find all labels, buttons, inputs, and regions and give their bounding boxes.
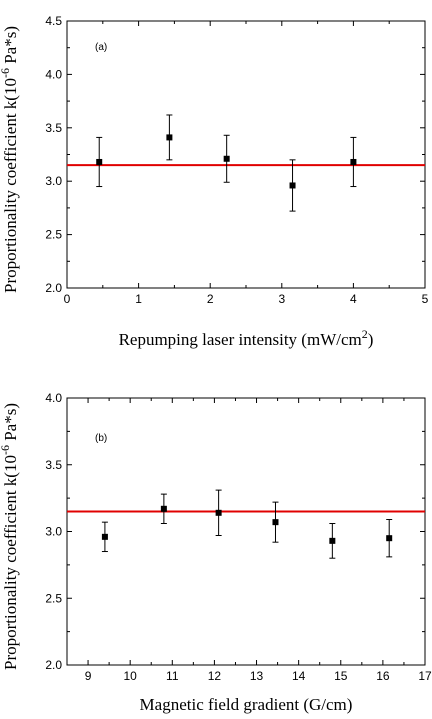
x-axis-label: Magnetic field gradient (G/cm) bbox=[140, 695, 353, 714]
x-tick-label: 13 bbox=[250, 669, 264, 683]
x-tick-label: 5 bbox=[422, 292, 429, 306]
y-axis-label-end: Pa*s) bbox=[1, 26, 20, 68]
y-tick-label: 2.0 bbox=[45, 281, 62, 295]
chart-panel-b: 9 10 11 12 13 14 15 16 17 2.0 2.5 3.0 3.5 4.0 (b) Magne… bbox=[0, 391, 432, 714]
data-point bbox=[350, 158, 357, 165]
chart-panel-a: 0 1 2 3 4 5 2.0 2.5 3.0 3.5 4.0 4.5 (a) Repumping las… bbox=[0, 14, 429, 349]
x-tick-label: 10 bbox=[123, 669, 137, 683]
x-tick-label: 3 bbox=[278, 292, 285, 306]
data-point bbox=[96, 158, 103, 165]
y-axis-label: Proportionality coefficient k(10-6 Pa*s) bbox=[0, 26, 20, 293]
x-axis-label: Repumping laser intensity (mW/cm2) bbox=[119, 327, 374, 349]
y-tick-label: 4.5 bbox=[45, 14, 62, 28]
y-tick-label: 4.0 bbox=[45, 67, 62, 81]
x-tick-label: 11 bbox=[166, 669, 179, 683]
x-tick-label: 1 bbox=[135, 292, 142, 306]
data-point bbox=[101, 533, 108, 540]
y-tick-label: 3.5 bbox=[45, 458, 62, 472]
data-point bbox=[329, 537, 336, 544]
y-axis-label-text: Proportionality coefficient k(10 bbox=[1, 455, 20, 670]
x-tick-label: 4 bbox=[350, 292, 357, 306]
y-axis-label-sup: -6 bbox=[0, 445, 12, 455]
data-point bbox=[272, 519, 279, 526]
y-tick-label: 3.0 bbox=[45, 525, 62, 539]
x-tick-label: 15 bbox=[334, 669, 348, 683]
data-point bbox=[160, 505, 167, 512]
data-point bbox=[215, 509, 222, 516]
y-tick-label: 3.5 bbox=[45, 121, 62, 135]
y-axis-label-text: Proportionality coefficient k(10 bbox=[1, 78, 20, 293]
y-axis-label-sup: -6 bbox=[0, 68, 12, 78]
x-axis-label-end: ) bbox=[368, 330, 374, 349]
y-tick-label: 3.0 bbox=[45, 174, 62, 188]
data-point bbox=[386, 535, 393, 542]
plot-frame bbox=[66, 397, 426, 666]
plot-frame bbox=[66, 20, 426, 289]
y-axis-label-end: Pa*s) bbox=[1, 403, 20, 445]
y-axis-label: Proportionality coefficient k(10-6 Pa*s) bbox=[0, 403, 20, 670]
x-axis-label-text: Magnetic field gradient (G/cm) bbox=[140, 695, 353, 714]
data-point bbox=[289, 182, 296, 189]
x-tick-label: 9 bbox=[85, 669, 92, 683]
x-tick-label: 16 bbox=[376, 669, 390, 683]
panel-label: (a) bbox=[95, 42, 107, 53]
y-tick-label: 2.0 bbox=[45, 658, 62, 672]
y-tick-label: 4.0 bbox=[45, 391, 62, 405]
x-tick-label: 2 bbox=[207, 292, 214, 306]
x-tick-label: 17 bbox=[418, 669, 432, 683]
x-axis-label-text: Repumping laser intensity (mW/cm bbox=[119, 330, 362, 349]
y-tick-label: 2.5 bbox=[45, 228, 62, 242]
x-tick-label: 0 bbox=[64, 292, 71, 306]
x-tick-label: 12 bbox=[208, 669, 222, 683]
y-tick-label: 2.5 bbox=[45, 591, 62, 605]
x-axis-label-sup: 2 bbox=[362, 327, 368, 341]
data-point bbox=[166, 134, 173, 141]
x-tick-label: 14 bbox=[292, 669, 306, 683]
data-point bbox=[223, 155, 230, 162]
panel-label: (b) bbox=[95, 433, 107, 444]
